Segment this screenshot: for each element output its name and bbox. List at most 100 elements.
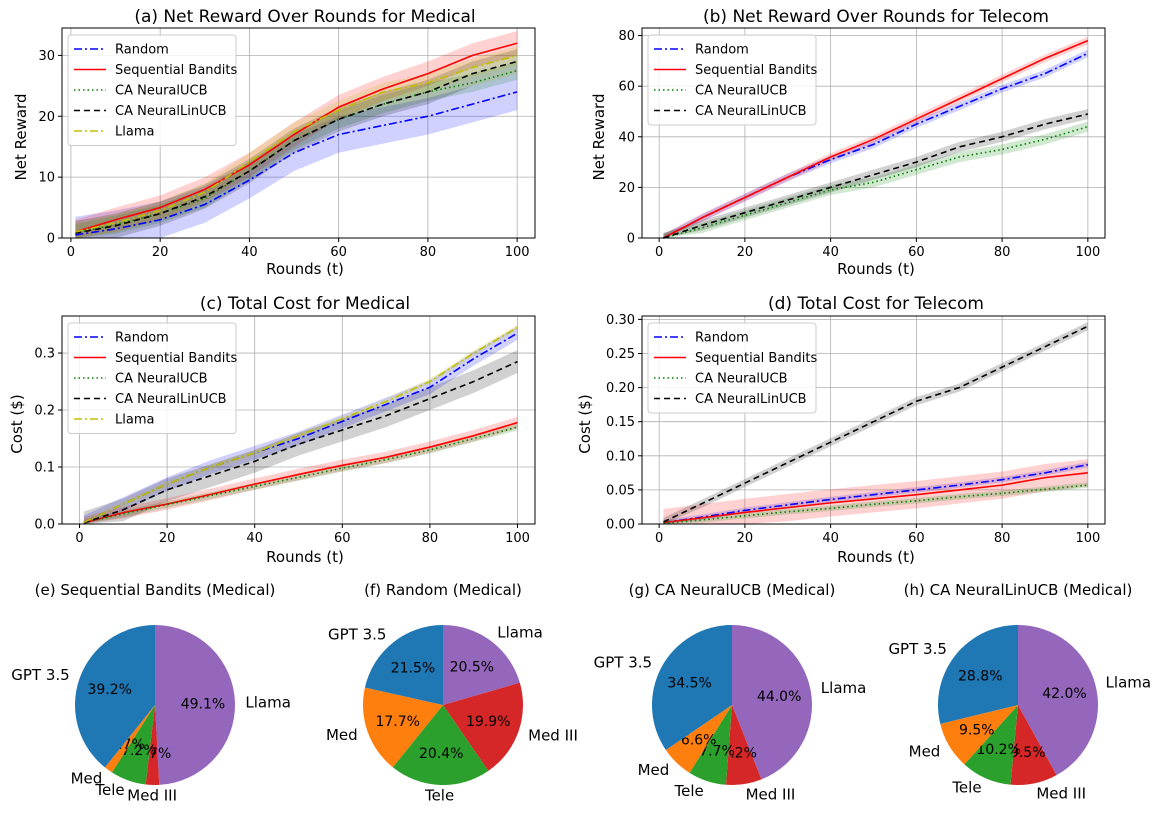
series-line bbox=[75, 60, 518, 234]
pie-title: (f) Random (Medical) bbox=[364, 581, 522, 599]
pie-title: (e) Sequential Bandits (Medical) bbox=[35, 581, 276, 599]
pie-title: (g) CA NeuralUCB (Medical) bbox=[629, 581, 836, 599]
y-axis-label: Net Reward bbox=[12, 94, 30, 181]
confidence-band bbox=[663, 322, 1088, 524]
pie-slice bbox=[938, 625, 1018, 724]
pie-category-label: GPT 3.5 bbox=[594, 654, 652, 672]
pie-category-label: GPT 3.5 bbox=[328, 625, 386, 643]
pie-slice bbox=[443, 682, 523, 771]
pie-category-label: Tele bbox=[674, 782, 704, 800]
x-axis-label: Rounds (t) bbox=[837, 260, 915, 278]
legend-label: Sequential Bandits bbox=[115, 63, 237, 78]
chart-title: (c) Total Cost for Medical bbox=[200, 294, 410, 314]
pie-category-label: GPT 3.5 bbox=[11, 666, 69, 684]
pie-category-label: Tele bbox=[424, 786, 454, 804]
chart-panel-c: (c) Total Cost for Medical Rounds (t) Co… bbox=[8, 294, 536, 566]
legend-label: CA NeuralLinUCB bbox=[695, 392, 807, 407]
x-tick-label: 60 bbox=[908, 245, 925, 260]
pie-percent-label: 7.2% bbox=[121, 743, 157, 759]
pie-category-label: Med bbox=[71, 769, 103, 787]
pie-category-label: Tele bbox=[951, 779, 981, 797]
legend-box bbox=[647, 322, 817, 414]
series-line bbox=[663, 463, 1089, 524]
x-tick-label: 80 bbox=[994, 531, 1011, 546]
legend-box bbox=[67, 34, 237, 146]
pie-slice bbox=[145, 705, 160, 785]
x-tick-label: 80 bbox=[994, 245, 1011, 260]
pie-percent-label: 34.5% bbox=[667, 676, 711, 692]
pie-percent-label: 9.5% bbox=[959, 723, 995, 739]
grid bbox=[642, 316, 1105, 525]
y-tick-label: 0 bbox=[47, 232, 55, 247]
legend-label: Random bbox=[695, 43, 749, 58]
pie-slice bbox=[1010, 705, 1057, 785]
y-tick-label: 20 bbox=[618, 181, 635, 196]
y-tick-label: 0.3 bbox=[34, 347, 55, 362]
pie-slice bbox=[1018, 625, 1099, 776]
y-tick-label: 0.00 bbox=[606, 518, 635, 533]
series-line bbox=[75, 42, 518, 233]
pie-slice bbox=[940, 705, 1018, 765]
series-line bbox=[83, 421, 518, 524]
legend-box bbox=[647, 34, 817, 126]
legend-label: Sequential Bandits bbox=[695, 351, 817, 366]
legend: Random Sequential Bandits CA NeuralUCB CA N… bbox=[647, 322, 817, 414]
y-tick-label: 30 bbox=[38, 49, 55, 64]
y-tick-label: 0.10 bbox=[606, 449, 635, 464]
confidence-band bbox=[663, 461, 1088, 524]
pie-category-label: Llama bbox=[1106, 674, 1152, 692]
x-tick-label: 80 bbox=[422, 531, 439, 546]
x-tick-label: 100 bbox=[1075, 245, 1100, 260]
axes-frame bbox=[641, 27, 1106, 239]
chart-title: (d) Total Cost for Telecom bbox=[768, 294, 984, 314]
pie-slice bbox=[392, 705, 489, 785]
series-line bbox=[75, 91, 518, 236]
x-tick-label: 60 bbox=[908, 531, 925, 546]
confidence-band bbox=[663, 121, 1088, 238]
pie-slice bbox=[725, 705, 762, 786]
pie-percent-label: 10.2% bbox=[976, 742, 1020, 758]
pie-slice bbox=[732, 625, 813, 780]
y-tick-label: 60 bbox=[618, 80, 635, 95]
pie-percent-label: 7.7% bbox=[699, 744, 735, 760]
legend-label: CA NeuralUCB bbox=[115, 372, 208, 387]
axes-frame bbox=[641, 315, 1106, 525]
legend-label: CA NeuralUCB bbox=[695, 84, 788, 99]
axes-frame bbox=[61, 27, 536, 239]
confidence-band bbox=[663, 482, 1088, 524]
series-line bbox=[663, 113, 1089, 239]
x-tick-label: 40 bbox=[241, 245, 258, 260]
x-tick-label: 40 bbox=[246, 531, 263, 546]
pie-percent-label: 17.7% bbox=[375, 714, 419, 730]
pie-title: (h) CA NeuralLinUCB (Medical) bbox=[904, 581, 1133, 599]
legend-label: Llama bbox=[115, 125, 154, 140]
legend-label: CA NeuralLinUCB bbox=[115, 392, 227, 407]
pie-percent-label: 7.2% bbox=[721, 745, 757, 761]
pie-panel-f: (f) Random (Medical) 20.5% Llama 19.9% Med … bbox=[326, 581, 578, 804]
pie-percent-label: 39.2% bbox=[87, 682, 131, 698]
pie-category-label: Tele bbox=[94, 781, 124, 799]
x-axis-label: Rounds (t) bbox=[837, 548, 915, 566]
x-axis-label: Rounds (t) bbox=[266, 548, 344, 566]
legend-label: CA NeuralUCB bbox=[695, 372, 788, 387]
pie-percent-label: 44.0% bbox=[757, 689, 801, 705]
confidence-band bbox=[83, 350, 518, 524]
pie-slice bbox=[652, 625, 732, 750]
axes-frame bbox=[61, 315, 536, 525]
pie-category-label: GPT 3.5 bbox=[888, 640, 946, 658]
chart-panel-a: (a) Net Reward Over Rounds for Medical R… bbox=[12, 7, 536, 278]
pie-slice bbox=[75, 625, 155, 768]
chart-title: (a) Net Reward Over Rounds for Medical bbox=[134, 7, 475, 27]
x-tick-label: 0 bbox=[655, 531, 663, 546]
x-axis-label: Rounds (t) bbox=[266, 260, 344, 278]
pie-category-label: Med III bbox=[528, 726, 578, 744]
confidence-band bbox=[663, 36, 1088, 238]
x-tick-label: 0 bbox=[655, 245, 663, 260]
series-line bbox=[663, 125, 1089, 239]
x-tick-label: 20 bbox=[159, 531, 176, 546]
pie-slice bbox=[964, 705, 1018, 785]
pie-panel-g: (g) CA NeuralUCB (Medical) 44.0% Llama 7.2… bbox=[594, 581, 867, 803]
pie-slice bbox=[363, 687, 443, 768]
y-axis-label: Net Reward bbox=[590, 94, 608, 181]
pie-slice bbox=[443, 625, 520, 705]
